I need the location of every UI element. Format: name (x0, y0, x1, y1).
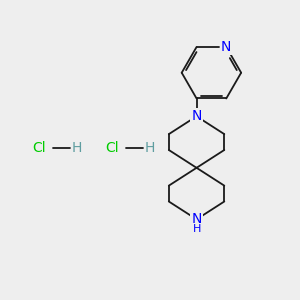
Text: H: H (145, 141, 155, 155)
Text: N: N (191, 212, 202, 226)
Text: H: H (71, 141, 82, 155)
Text: H: H (192, 224, 201, 234)
Text: Cl: Cl (106, 141, 119, 155)
Text: Cl: Cl (32, 141, 46, 155)
Text: N: N (221, 40, 232, 54)
Text: N: N (191, 109, 202, 123)
